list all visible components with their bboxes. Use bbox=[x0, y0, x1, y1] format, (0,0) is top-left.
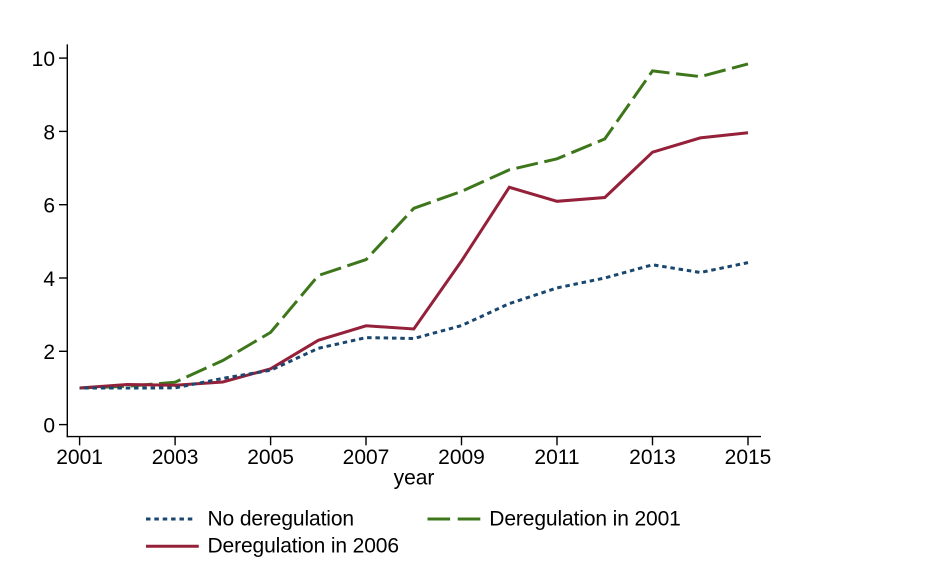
svg-text:2013: 2013 bbox=[629, 446, 676, 469]
svg-text:0: 0 bbox=[43, 415, 55, 438]
svg-text:2003: 2003 bbox=[152, 446, 199, 469]
svg-text:10: 10 bbox=[32, 48, 55, 71]
svg-text:2007: 2007 bbox=[343, 446, 390, 469]
svg-text:year: year bbox=[394, 467, 435, 490]
svg-text:Deregulation in 2006: Deregulation in 2006 bbox=[208, 535, 399, 558]
svg-text:2001: 2001 bbox=[56, 446, 103, 469]
svg-text:2015: 2015 bbox=[725, 446, 772, 469]
svg-text:Deregulation in 2001: Deregulation in 2001 bbox=[489, 508, 680, 531]
svg-text:6: 6 bbox=[43, 195, 55, 218]
svg-text:2005: 2005 bbox=[247, 446, 294, 469]
svg-text:4: 4 bbox=[43, 268, 55, 291]
svg-text:2009: 2009 bbox=[438, 446, 485, 469]
svg-text:8: 8 bbox=[43, 121, 55, 144]
svg-text:2011: 2011 bbox=[534, 446, 579, 469]
svg-text:2: 2 bbox=[43, 341, 55, 364]
svg-text:No deregulation: No deregulation bbox=[208, 508, 354, 531]
